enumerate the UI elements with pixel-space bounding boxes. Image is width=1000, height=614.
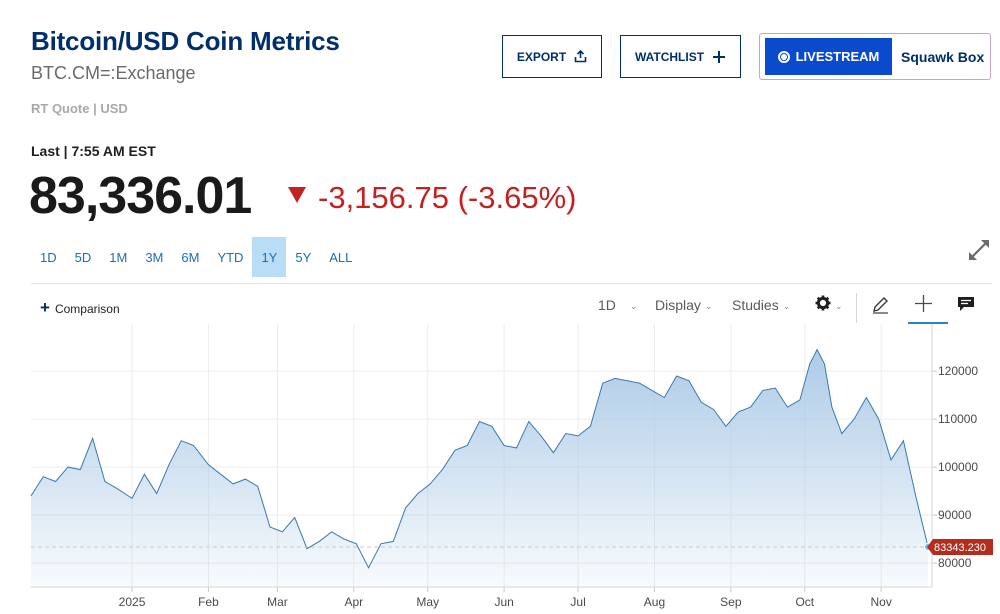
x-tick-label: Oct (795, 595, 814, 609)
range-selector: 1D 5D 1M 3M 6M YTD 1Y 5Y ALL (31, 237, 361, 277)
chevron-down-icon: ⌄ (835, 300, 843, 311)
comparison-button[interactable]: + Comparison (40, 298, 120, 318)
y-tick-label: 120000 (938, 364, 978, 378)
livestream-panel: LIVESTREAM Squawk Box (759, 33, 991, 80)
export-button-label: EXPORT (516, 49, 567, 64)
last-price-tag-label: 83343.230 (934, 542, 986, 554)
range-3m[interactable]: 3M (145, 249, 164, 265)
last-price: 83,336.01 (29, 167, 252, 225)
range-1d[interactable]: 1D (40, 249, 57, 265)
page-title: Bitcoin/USD Coin Metrics (31, 26, 340, 56)
squawk-box-link[interactable]: Squawk Box (901, 49, 985, 65)
price-chart[interactable]: 80000 90000 100000 110000 120000 2025 Feb Mar A… (0, 324, 1000, 614)
symbol-label: BTC.CM=:Exchange (31, 63, 196, 83)
livestream-button[interactable]: LIVESTREAM (765, 38, 892, 75)
quote-type-label: RT Quote | USD (31, 101, 128, 116)
settings-dropdown[interactable]: ⌄ (815, 295, 843, 314)
x-tick-label: May (416, 595, 439, 609)
x-tick-label: Feb (198, 595, 219, 609)
upload-icon (574, 50, 587, 63)
crosshair-icon[interactable] (914, 294, 933, 313)
gear-icon (815, 295, 831, 314)
watchlist-button[interactable]: WATCHLIST (620, 35, 741, 78)
y-axis-ticks: 80000 90000 100000 110000 120000 (932, 364, 978, 570)
display-label: Display (655, 297, 701, 313)
toolbar-divider (31, 283, 992, 284)
toolbar-separator (856, 293, 857, 323)
range-5y[interactable]: 5Y (295, 249, 312, 265)
watchlist-button-label: WATCHLIST (634, 49, 705, 64)
price-line (30, 348, 929, 569)
chevron-down-icon: ⌄ (782, 301, 791, 311)
x-tick-label: Jun (494, 595, 513, 609)
comment-icon[interactable] (957, 296, 975, 312)
crosshair-active-indicator (908, 322, 948, 324)
chevron-down-icon: ⌄ (629, 301, 638, 311)
last-trade-time: Last | 7:55 AM EST (31, 143, 156, 159)
x-tick-label: Jul (570, 595, 585, 609)
chevron-down-icon: ⌄ (704, 301, 713, 311)
range-ytd[interactable]: YTD (217, 249, 244, 265)
last-price-tag: 83343.230 (927, 538, 993, 555)
studies-label: Studies (732, 297, 779, 313)
x-tick-label: Aug (644, 595, 665, 609)
pencil-icon[interactable] (871, 295, 890, 314)
x-tick-label: Nov (871, 595, 892, 609)
display-dropdown[interactable]: Display ⌄ (655, 297, 712, 313)
y-tick-label: 90000 (938, 508, 972, 522)
range-1y[interactable]: 1Y (252, 237, 287, 277)
x-tick-label: Sep (720, 595, 742, 609)
price-area-fill (31, 349, 928, 587)
x-tick-label: Mar (267, 595, 288, 609)
export-button[interactable]: EXPORT (502, 35, 602, 78)
range-all[interactable]: ALL (329, 249, 353, 265)
y-tick-label: 110000 (938, 412, 977, 426)
interval-dropdown[interactable]: 1D ⌄ (598, 297, 637, 313)
last-price-tag-shape (927, 538, 993, 555)
interval-label: 1D (598, 297, 616, 313)
studies-dropdown[interactable]: Studies ⌄ (732, 297, 790, 313)
range-1m[interactable]: 1M (109, 249, 128, 265)
price-change: -3,156.75 (-3.65%) (318, 180, 577, 215)
range-5d[interactable]: 5D (74, 249, 92, 265)
x-tick-label: Apr (344, 595, 363, 609)
live-dot-icon (777, 50, 790, 63)
livestream-label: LIVESTREAM (795, 49, 880, 64)
x-axis-ticks: 2025 Feb Mar Apr May Jun Jul Aug Sep Oct Nov (119, 587, 892, 609)
expand-icon[interactable] (966, 237, 992, 268)
plus-icon: + (40, 298, 50, 317)
plus-icon (712, 50, 726, 64)
down-arrow-icon (287, 186, 307, 209)
y-tick-label: 100000 (938, 460, 978, 474)
y-tick-label: 80000 (938, 556, 972, 570)
comparison-label: Comparison (54, 302, 120, 316)
range-6m[interactable]: 6M (181, 249, 200, 265)
x-tick-label: 2025 (119, 595, 146, 609)
